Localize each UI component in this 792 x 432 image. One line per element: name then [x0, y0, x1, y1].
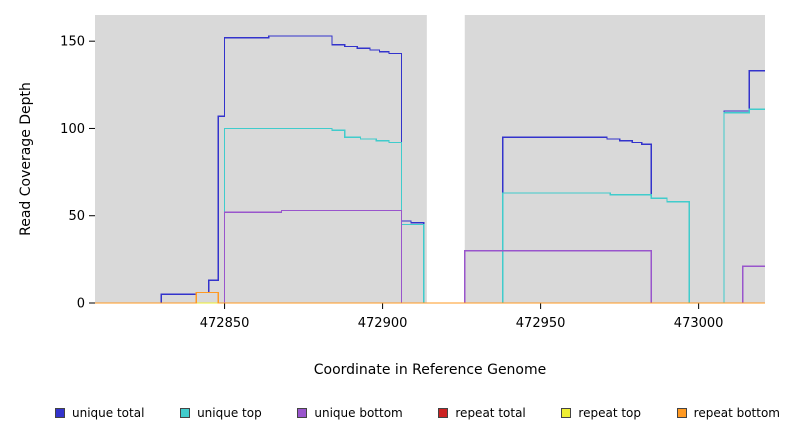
plot-area: 0 50 100 150 472850 472900 472950 473000	[60, 15, 765, 331]
legend-swatch-unique-top	[180, 408, 191, 418]
legend-item-unique-bottom: unique bottom	[297, 406, 403, 420]
series-line-unique-top	[95, 108, 765, 304]
legend-label-repeat-bottom: repeat bottom	[693, 406, 780, 420]
legend-item-repeat-top: repeat top	[561, 406, 641, 420]
legend-item-unique-total: unique total	[55, 406, 144, 420]
legend-swatch-repeat-top	[561, 408, 572, 418]
legend-label-unique-top: unique top	[197, 406, 262, 420]
y-tick-label: 100	[60, 122, 85, 137]
legend-swatch-repeat-total	[438, 408, 449, 418]
legend-item-unique-top: unique top	[180, 406, 262, 420]
legend-label-repeat-top: repeat top	[578, 406, 642, 420]
legend-item-repeat-total: repeat total	[438, 406, 526, 420]
legend-item-repeat-bottom: repeat bottom	[676, 406, 780, 420]
legend-swatch-unique-total	[55, 408, 65, 418]
y-tick-label: 0	[77, 297, 85, 312]
y-tick-label: 50	[68, 209, 85, 224]
x-tick-label: 472850	[200, 316, 250, 331]
legend-swatch-repeat-bottom	[676, 408, 687, 418]
y-tick-label: 150	[60, 35, 85, 50]
x-tick-label: 472900	[358, 316, 408, 331]
x-tick-label: 472950	[516, 316, 566, 331]
legend-label-unique-bottom: unique bottom	[314, 406, 403, 420]
y-axis-title: Read Coverage Depth	[18, 82, 34, 236]
legend-swatch-unique-bottom	[297, 408, 308, 418]
chart-legend: unique total unique top unique bottom repea…	[0, 406, 792, 420]
x-tick-label: 473000	[674, 316, 724, 331]
coverage-gap-band	[426, 15, 465, 303]
x-axis-title: Coordinate in Reference Genome	[314, 362, 547, 378]
legend-label-repeat-total: repeat total	[455, 406, 526, 420]
legend-label-unique-total: unique total	[72, 406, 145, 420]
series-line-repeat-bottom	[95, 291, 765, 304]
